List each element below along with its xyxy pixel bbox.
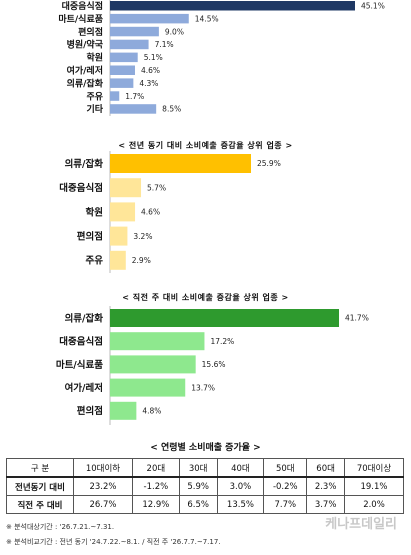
value-label: 4.8% — [142, 407, 161, 416]
table-cell: 13.5% — [216, 495, 265, 514]
bar — [110, 309, 339, 327]
table-cell: 23.2% — [73, 476, 133, 496]
bar — [110, 378, 186, 397]
watermark: 케나프데일리 — [325, 517, 397, 532]
table-title: < 연령별 소비매출 증가율 > — [150, 443, 261, 453]
comparison-period-note: ※ 분석비교기간 : 전년 동기 '24.7.22.~8.1. / 직전 주 '… — [6, 538, 221, 546]
value-label: 1.7% — [125, 92, 144, 101]
table-cell: 12.9% — [131, 495, 180, 514]
value-label: 2.9% — [132, 256, 151, 265]
bar — [110, 26, 159, 37]
bar — [110, 52, 138, 63]
table-cell: 2.3% — [306, 476, 345, 496]
bar — [110, 154, 251, 173]
value-label: 4.6% — [141, 66, 160, 75]
table-cell: 3.7% — [306, 495, 345, 514]
bar — [110, 65, 135, 75]
chart3-title: < 직전 주 대비 소비예출 증감율 상위 업종 > — [122, 293, 289, 302]
category-label: 주유 — [86, 256, 104, 267]
bar — [110, 39, 149, 50]
col-header: 구 분 — [6, 458, 74, 478]
col-header: 30대 — [178, 458, 218, 478]
row-label: 직전 주 대비 — [6, 495, 74, 514]
chart3-svg: 의류/잡화 41.7% 대중음식점 17.2% 마트/식료품 15.6% 여가/레저 13.7… — [56, 306, 369, 425]
value-label: 41.7% — [345, 314, 369, 323]
chart2-svg: 의류/잡화 25.9% 대중음식점 5.7% 학원 4.6% 편의점 3.2% 주유 2.9% — [59, 151, 281, 273]
table-cell: 3.0% — [216, 476, 265, 496]
bar — [110, 178, 142, 198]
table-header-row: 구 분 10대이하 20대 30대 40대 50대 60대 70대이상 — [6, 458, 404, 478]
analysis-period-note: ※ 분석대상기간 : '26.7.21.~7.31. — [6, 523, 115, 531]
value-label: 4.3% — [139, 79, 158, 88]
category-label: 병원/약국 — [67, 39, 104, 51]
table-row: 직전 주 대비 26.7% 12.9% 6.5% 13.5% 7.7% 3.7%… — [6, 495, 404, 514]
value-label: 13.7% — [191, 383, 215, 392]
table-cell: 6.5% — [178, 495, 218, 514]
value-label: 9.0% — [165, 27, 184, 36]
category-label: 마트/식료품 — [58, 13, 103, 25]
value-label: 45.1% — [361, 1, 385, 10]
bar — [110, 332, 205, 351]
chart2-title: < 전년 동기 대비 소비예출 증감율 상위 업종 > — [118, 141, 293, 150]
category-label: 학원 — [86, 52, 103, 64]
bar — [110, 13, 189, 24]
category-label: 의류/잡화 — [65, 158, 104, 170]
value-label: 4.6% — [141, 208, 160, 217]
bar — [110, 355, 196, 374]
col-header: 10대이하 — [73, 458, 133, 478]
value-label: 3.2% — [133, 232, 152, 241]
value-label: 8.5% — [162, 105, 181, 114]
age-table-section: < 연령별 소비매출 증가율 > 구 분 10대이하 20대 30대 40대 5… — [0, 440, 411, 514]
value-label: 15.6% — [202, 360, 226, 369]
bar — [110, 78, 134, 88]
bar — [110, 104, 157, 114]
table-cell: 2.0% — [344, 495, 404, 514]
category-label: 편의점 — [77, 231, 103, 243]
category-label: 의류/잡화 — [65, 312, 104, 324]
category-label: 대중음식점 — [59, 336, 103, 348]
chart1-svg: 대중음식점 45.1% 마트/식료품 14.5% 편의점 9.0% 병원/약국 7.1% 학원 5… — [58, 0, 385, 116]
value-label: 7.1% — [155, 40, 174, 49]
category-label: 주유 — [86, 91, 103, 102]
bar — [110, 401, 137, 420]
category-label: 여가/레저 — [67, 64, 103, 76]
value-label: 5.7% — [147, 183, 166, 192]
table-cell: -1.2% — [131, 476, 180, 496]
bar — [110, 91, 120, 101]
category-label: 마트/식료품 — [56, 359, 103, 371]
table-cell: -0.2% — [263, 476, 308, 496]
category-label: 편의점 — [77, 405, 103, 417]
value-label: 25.9% — [257, 159, 281, 168]
category-label: 기타 — [86, 103, 103, 115]
category-label: 대중음식점 — [62, 0, 103, 12]
table-cell: 26.7% — [73, 495, 133, 514]
age-growth-table: 구 분 10대이하 20대 30대 40대 50대 60대 70대이상 전년동기… — [6, 458, 404, 514]
category-label: 여가/레저 — [65, 382, 103, 394]
col-header: 20대 — [131, 458, 180, 478]
col-header: 50대 — [263, 458, 308, 478]
category-label: 대중음식점 — [59, 182, 103, 194]
bar — [110, 250, 126, 270]
bar — [110, 226, 128, 246]
row-label: 전년동기 대비 — [6, 476, 74, 496]
col-header: 40대 — [216, 458, 265, 478]
category-label: 의류/잡화 — [67, 77, 104, 89]
table-cell: 19.1% — [344, 476, 404, 496]
bar — [110, 1, 355, 11]
category-label: 편의점 — [78, 26, 103, 38]
table-cell: 5.9% — [178, 476, 218, 496]
value-label: 5.1% — [144, 53, 163, 62]
bar — [110, 202, 136, 222]
col-header: 70대이상 — [344, 458, 404, 478]
table-cell: 7.7% — [263, 495, 308, 514]
category-label: 학원 — [86, 206, 103, 218]
value-label: 17.2% — [210, 337, 234, 346]
col-header: 60대 — [306, 458, 345, 478]
table-row: 전년동기 대비 23.2% -1.2% 5.9% 3.0% -0.2% 2.3%… — [6, 476, 404, 496]
value-label: 14.5% — [195, 14, 219, 23]
